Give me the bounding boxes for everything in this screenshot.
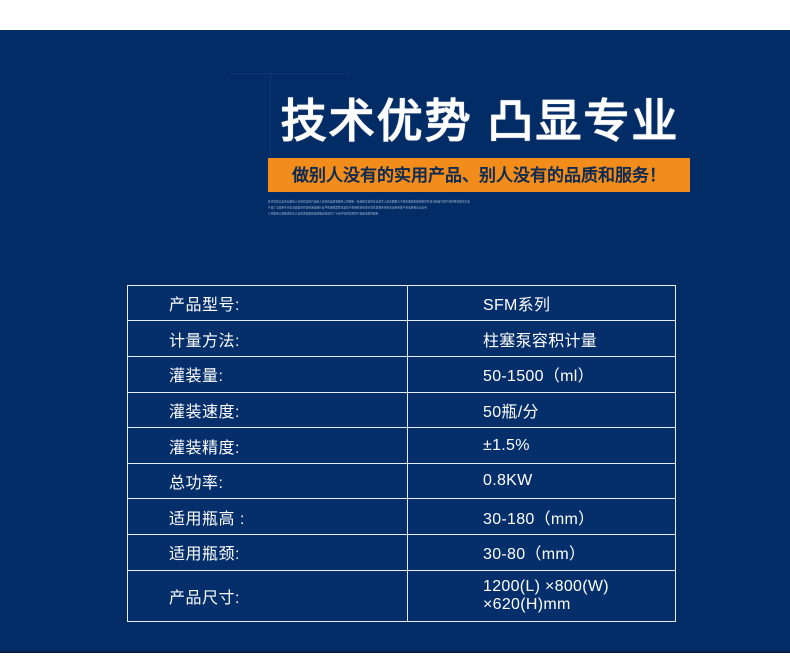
spec-value: SFM系列	[407, 286, 675, 322]
spec-label: 产品型号:	[128, 286, 408, 322]
microtext-line: 产品广泛应用于日化食品医药农药润滑油等行业严格按照国家标准生产质量稳定性能可靠售…	[268, 206, 427, 210]
spec-label: 总功率:	[128, 462, 408, 500]
table-row: 适用瓶高 : 30-180（mm）	[128, 498, 675, 536]
microtext-line: 技术优势凸显专业做别人没有的实用产品别人没有的品质和服务公司拥有一批经验丰富的专…	[268, 200, 471, 204]
spec-label: 产品尺寸:	[128, 569, 408, 621]
headline-block: 技术优势 凸显专业	[270, 90, 690, 152]
spec-label: 适用瓶高 :	[128, 498, 408, 536]
table-row: 产品尺寸: 1200(L) ×800(W) ×620(H)mm	[128, 569, 675, 621]
table-row: 灌装精度: ±1.5%	[128, 427, 675, 464]
decorative-vertical-rule	[270, 72, 271, 158]
spec-value: 1200(L) ×800(W) ×620(H)mm	[407, 569, 675, 621]
headline-text: 技术优势 凸显专业	[280, 95, 680, 147]
table-row: 产品型号: SFM系列	[128, 286, 675, 322]
table-row: 灌装量: 50-1500（ml）	[128, 356, 675, 393]
microtext-block: 技术优势凸显专业做别人没有的实用产品别人没有的品质和服务公司拥有一批经验丰富的专…	[268, 199, 690, 219]
table-row: 适用瓶颈: 30-80（mm）	[128, 534, 675, 571]
spec-value: 50-1500（ml）	[407, 356, 675, 393]
spec-label: 灌装量:	[128, 356, 408, 393]
table-row: 总功率: 0.8KW	[128, 462, 675, 500]
spec-value: 柱塞泵容积计量	[407, 320, 675, 358]
spec-value: 0.8KW	[407, 462, 675, 500]
spec-label: 灌装精度:	[128, 427, 408, 464]
decorative-horizontal-rule	[230, 73, 350, 74]
spec-value: 30-180（mm）	[407, 498, 675, 536]
subtitle-banner-text: 做别人没有的实用产品、别人没有的品质和服务！	[292, 165, 666, 185]
spec-label: 适用瓶颈:	[128, 534, 408, 571]
spec-value: ±1.5%	[407, 427, 675, 464]
microtext-line: 公司秉承以质量求生存以信誉求发展的经营理念竭诚为广大用户提供优质的产品和满意的服…	[268, 212, 379, 216]
subtitle-banner: 做别人没有的实用产品、别人没有的品质和服务！	[268, 158, 690, 192]
spec-label: 灌装速度:	[128, 391, 408, 429]
spec-value: 30-80（mm）	[407, 534, 675, 571]
spec-label: 计量方法:	[128, 320, 408, 358]
specification-table: 产品型号: SFM系列 计量方法: 柱塞泵容积计量 灌装量: 50-1500（m…	[127, 285, 676, 622]
feature-panel: 技术优势 凸显专业 做别人没有的实用产品、别人没有的品质和服务！ 技术优势凸显专…	[0, 30, 790, 652]
table-row: 灌装速度: 50瓶/分	[128, 391, 675, 429]
spec-value: 50瓶/分	[407, 391, 675, 429]
panel-bottom-edge	[0, 651, 790, 653]
table-row: 计量方法: 柱塞泵容积计量	[128, 320, 675, 358]
